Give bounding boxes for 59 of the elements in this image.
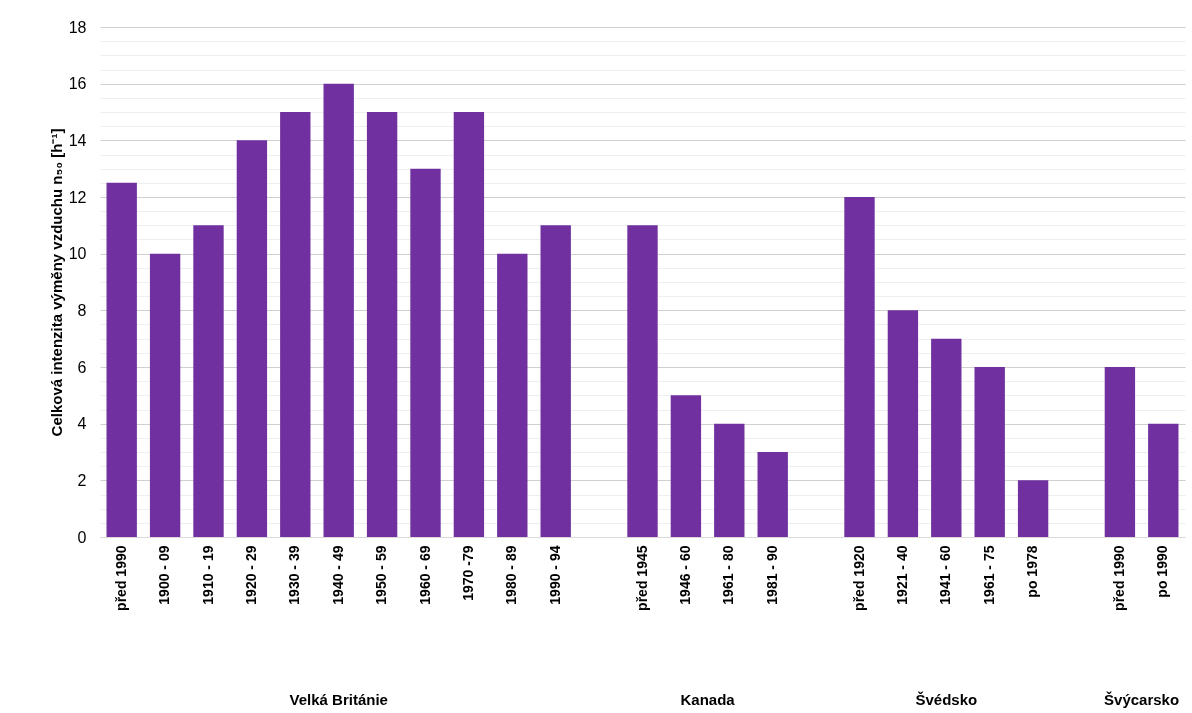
bar [670,395,702,537]
bar [1148,423,1179,537]
bar [236,140,268,537]
bar [323,83,354,537]
x-tick-label: 1930 - 39 [286,545,303,605]
text: Kanada [680,691,736,708]
bar [1104,367,1136,537]
x-tick-label: 1961 - 75 [980,545,997,605]
text: Velká Británie [289,691,388,708]
y-tick-label: 0 [77,528,87,546]
y-tick-label: 4 [77,415,87,433]
x-tick-label: 1961 - 80 [720,545,737,605]
y-tick-label: 8 [77,301,87,319]
x-tick-label: 1990 - 94 [546,545,563,605]
x-tick-label: před 1990 [112,545,129,611]
y-tick-label: 16 [68,75,87,93]
x-tick-label: 1970 -79 [459,545,476,601]
x-tick-label: 1950 - 59 [373,545,390,605]
x-tick-label: 1921 - 40 [893,545,910,605]
bar [1017,480,1049,537]
x-tick-label: před 1945 [633,545,650,611]
bar [280,112,311,537]
bar [366,112,398,537]
bar [149,253,181,537]
x-tick-label: 1941 - 60 [937,545,954,605]
text: Švýcarsko [1104,691,1180,708]
bar [410,168,441,537]
bar [757,452,788,537]
x-tick-label: před 1920 [850,545,867,611]
bar [540,225,571,537]
bar [627,225,658,537]
y-axis-title: Celková intenzita výměny vzduchu n₅₀ [h⁻¹] [47,128,65,437]
y-tick-label: 10 [68,245,87,263]
x-tick-label: 1920 - 29 [242,545,259,605]
bar [497,253,528,537]
x-tick-label: 1960 - 69 [416,545,433,605]
bar [974,367,1005,537]
x-tick-label: 1981 - 90 [763,545,780,605]
bar [106,182,137,537]
x-tick-label: po 1978 [1024,545,1041,598]
x-tick-label: 1940 - 49 [329,545,346,605]
bar [931,338,962,537]
x-tick-label: 1910 - 19 [199,545,216,605]
x-tick-label: 1946 - 60 [676,545,693,605]
x-tick-label: před 1990 [1110,545,1127,611]
bar [714,423,745,537]
bar [193,225,224,537]
bar [453,112,485,537]
x-tick-label: 1900 - 09 [156,545,173,605]
y-tick-label: 12 [68,188,87,206]
y-tick-label: 18 [68,18,87,36]
x-tick-label: 1980 - 89 [503,545,520,605]
text: Švédsko [915,691,978,708]
y-tick-label: 6 [77,358,87,376]
bar [844,197,875,537]
y-tick-label: 14 [68,131,87,149]
x-tick-label: po 1990 [1154,545,1171,598]
bar [887,310,919,537]
y-tick-label: 2 [77,471,87,489]
